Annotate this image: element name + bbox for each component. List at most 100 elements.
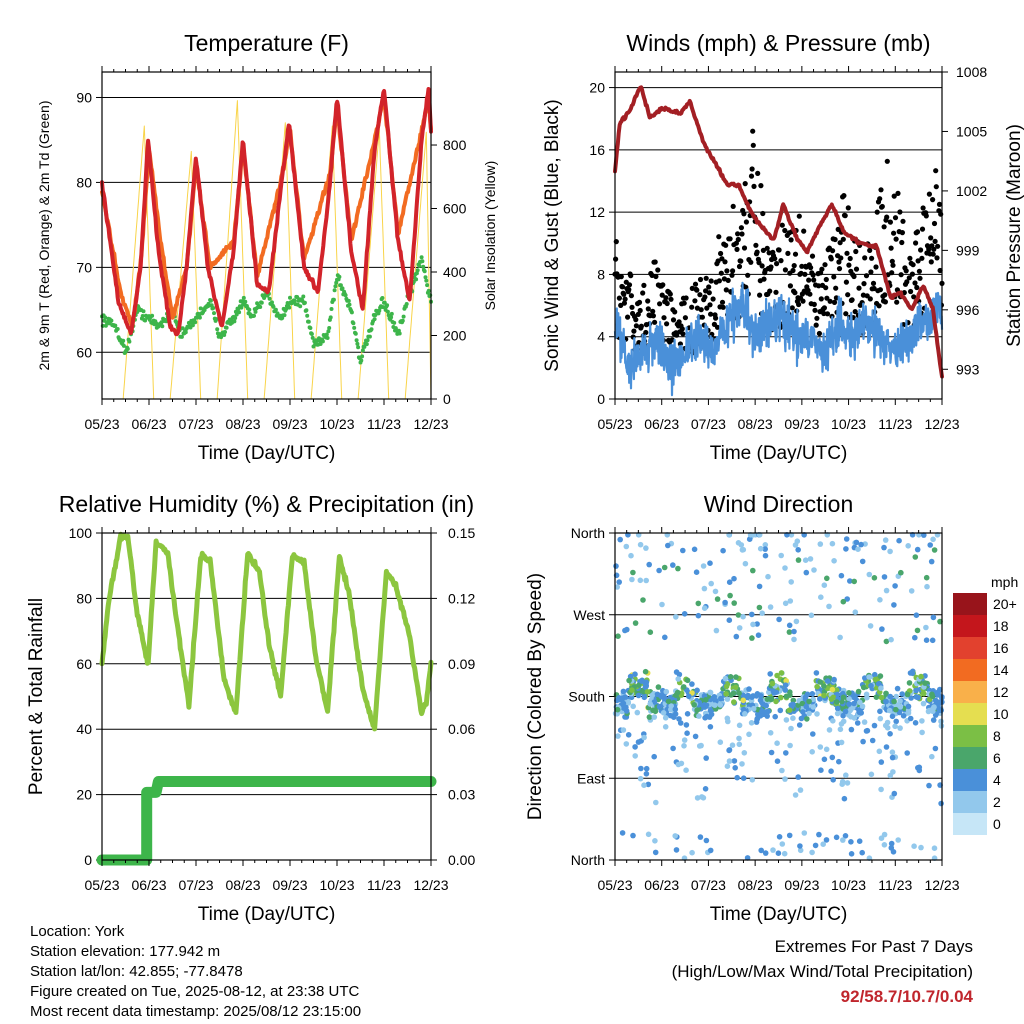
direction-point xyxy=(839,781,845,787)
direction-point xyxy=(854,720,861,726)
direction-point xyxy=(927,542,933,548)
gust-point xyxy=(852,309,858,315)
direction-point xyxy=(916,767,923,774)
gust-point xyxy=(914,229,921,235)
direction-point xyxy=(677,720,684,726)
gust-point xyxy=(621,291,627,297)
direction-point xyxy=(694,687,700,694)
direction-point xyxy=(702,715,708,721)
gust-point xyxy=(812,307,818,313)
gust-point xyxy=(823,285,829,291)
direction-point xyxy=(686,693,692,700)
extremes-title: Extremes For Past 7 Days xyxy=(774,937,973,956)
gust-point xyxy=(708,278,714,284)
legend-label: 8 xyxy=(993,728,1001,744)
direction-point xyxy=(614,711,620,717)
direction-point xyxy=(762,542,769,548)
direction-point xyxy=(775,850,782,856)
direction-point xyxy=(803,569,810,576)
direction-point xyxy=(930,614,937,621)
direction-point xyxy=(749,777,756,783)
y2-tick-label: 0 xyxy=(443,391,451,407)
direction-point xyxy=(738,542,745,548)
direction-point xyxy=(623,704,629,711)
direction-point xyxy=(817,744,824,750)
direction-point xyxy=(779,841,786,847)
dewpoint-point xyxy=(417,263,422,268)
direction-point xyxy=(665,698,672,705)
direction-point xyxy=(883,587,890,594)
y-tick-label: North xyxy=(571,525,605,541)
direction-point xyxy=(675,761,682,768)
legend-swatch xyxy=(953,615,987,637)
dewpoint-point xyxy=(343,293,348,298)
direction-point xyxy=(826,603,832,610)
dewpoint-point xyxy=(381,305,386,310)
direction-point xyxy=(855,688,862,695)
direction-point xyxy=(616,579,622,585)
direction-point xyxy=(904,691,911,698)
x-tick-label: 06/23 xyxy=(131,877,166,893)
gust-point xyxy=(822,262,828,268)
direction-point xyxy=(813,670,820,676)
direction-point xyxy=(746,686,752,692)
legend-label: 6 xyxy=(993,750,1001,766)
direction-point xyxy=(915,694,921,701)
direction-point xyxy=(767,730,774,736)
y-tick-label: 40 xyxy=(76,721,92,737)
direction-point xyxy=(887,772,894,779)
direction-point xyxy=(868,682,874,689)
direction-point xyxy=(722,599,728,606)
direction-point xyxy=(829,540,836,547)
gust-point xyxy=(749,166,755,172)
direction-point xyxy=(930,536,936,543)
y-tick-label: West xyxy=(573,607,605,623)
direction-point xyxy=(697,834,704,840)
direction-point xyxy=(712,702,718,708)
gust-point xyxy=(759,263,765,269)
direction-point xyxy=(879,626,885,632)
direction-point xyxy=(615,633,621,639)
direction-point xyxy=(872,671,878,678)
dewpoint-point xyxy=(271,304,276,309)
direction-point xyxy=(914,546,921,553)
x-tick-label: 12/23 xyxy=(924,416,959,432)
gust-point xyxy=(751,183,757,189)
direction-point xyxy=(736,722,743,729)
direction-point xyxy=(883,744,890,750)
gust-point xyxy=(645,306,651,312)
gust-point xyxy=(831,299,838,305)
direction-point xyxy=(649,692,655,699)
direction-point xyxy=(905,543,911,549)
direction-point xyxy=(892,583,898,589)
direction-point xyxy=(818,594,824,600)
direction-point xyxy=(891,790,898,797)
direction-point xyxy=(877,715,884,722)
direction-point xyxy=(857,699,863,706)
direction-point xyxy=(691,546,698,553)
direction-point xyxy=(756,604,763,611)
direction-point xyxy=(675,676,681,682)
direction-point xyxy=(871,575,878,581)
direction-point xyxy=(692,733,699,740)
dewpoint-point xyxy=(355,341,360,346)
direction-point xyxy=(712,588,719,595)
gust-point xyxy=(913,240,919,246)
legend-swatch xyxy=(953,813,987,835)
direction-point xyxy=(680,684,687,690)
direction-point xyxy=(931,845,938,851)
dewpoint-point xyxy=(113,323,118,328)
direction-point xyxy=(632,620,639,626)
direction-point xyxy=(795,557,802,563)
direction-point xyxy=(680,547,686,554)
dewpoint-point xyxy=(214,317,219,322)
y2-tick-label: 1008 xyxy=(956,64,987,80)
direction-point xyxy=(810,704,816,710)
y2-tick-label: 993 xyxy=(956,361,980,377)
x-tick-label: 07/23 xyxy=(178,877,213,893)
direction-point xyxy=(923,574,930,581)
direction-point xyxy=(765,573,771,580)
gust-point xyxy=(782,267,789,273)
dewpoint-point xyxy=(215,327,220,332)
dewpoint-point xyxy=(360,354,365,359)
